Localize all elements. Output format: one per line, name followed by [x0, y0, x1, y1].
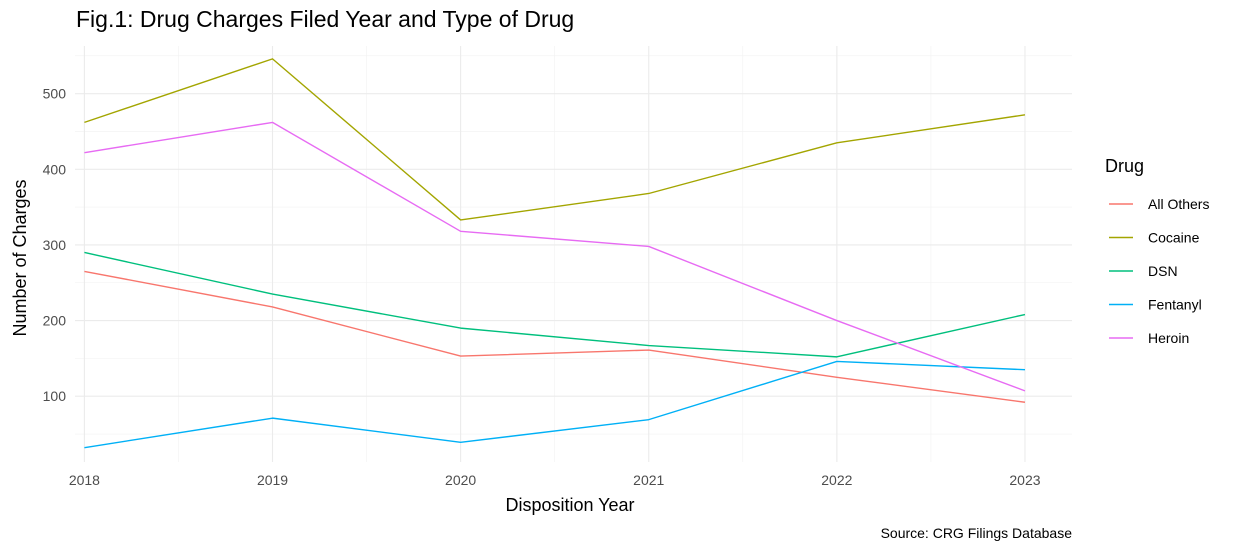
chart-title: Fig.1: Drug Charges Filed Year and Type … [76, 6, 574, 32]
legend-label: All Others [1148, 196, 1209, 212]
caption: Source: CRG Filings Database [881, 525, 1073, 541]
x-axis-title: Disposition Year [505, 495, 634, 515]
series-line-all-others [84, 270, 1026, 403]
plot-grid [75, 46, 1072, 462]
legend-label: Cocaine [1148, 230, 1200, 246]
x-tick-label: 2019 [257, 472, 288, 488]
y-axis-ticks: 100 200 300 400 500 [43, 86, 67, 405]
y-tick-label: 500 [43, 86, 67, 102]
legend: Drug All Others Cocaine DSN Fentanyl Heroin [1105, 156, 1209, 346]
x-tick-label: 2018 [69, 472, 100, 488]
y-axis-title: Number of Charges [10, 179, 30, 336]
series-line-cocaine [84, 58, 1026, 221]
x-tick-label: 2022 [821, 472, 852, 488]
y-tick-label: 200 [43, 313, 67, 329]
y-tick-label: 100 [43, 388, 67, 404]
x-tick-label: 2023 [1009, 472, 1040, 488]
legend-label: Heroin [1148, 330, 1189, 346]
series-lines [84, 58, 1026, 449]
x-tick-label: 2020 [445, 472, 476, 488]
series-line-fentanyl [84, 360, 1026, 449]
x-axis-ticks: 2018 2019 2020 2021 2022 2023 [69, 472, 1041, 488]
y-tick-label: 400 [43, 161, 67, 177]
x-tick-label: 2021 [633, 472, 664, 488]
legend-title: Drug [1105, 156, 1144, 176]
legend-label: DSN [1148, 263, 1178, 279]
series-line-dsn [84, 251, 1026, 358]
legend-label: Fentanyl [1148, 297, 1202, 313]
y-tick-label: 300 [43, 237, 67, 253]
series-line-heroin [84, 121, 1026, 392]
